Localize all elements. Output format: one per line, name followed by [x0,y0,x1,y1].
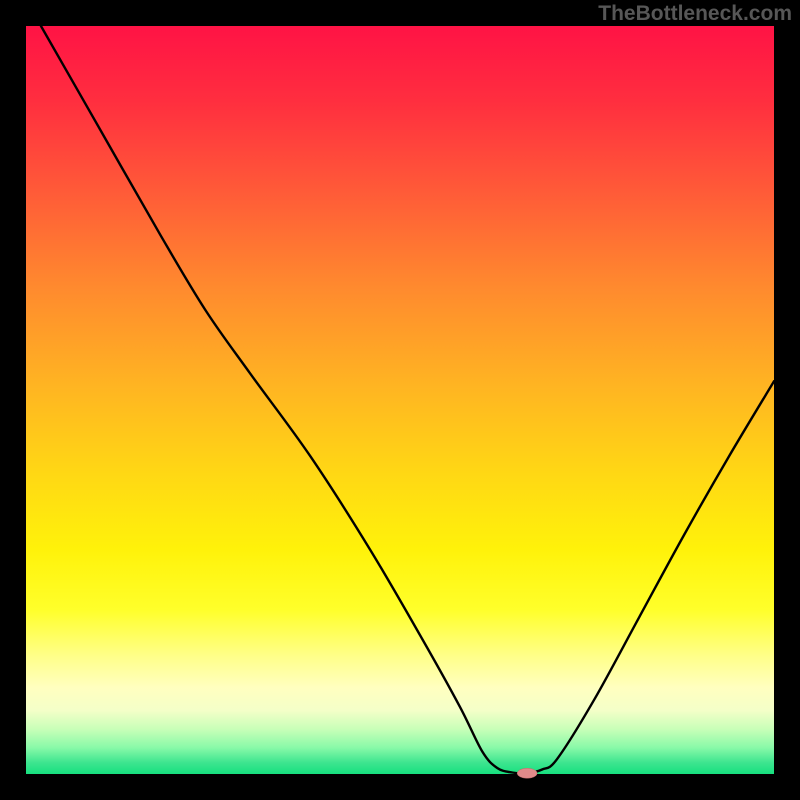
optimal-point-marker [517,768,537,778]
bottleneck-chart-svg [0,0,800,800]
watermark-text: TheBottleneck.com [598,2,792,26]
plot-area-gradient [26,26,774,774]
chart-container: TheBottleneck.com [0,0,800,800]
